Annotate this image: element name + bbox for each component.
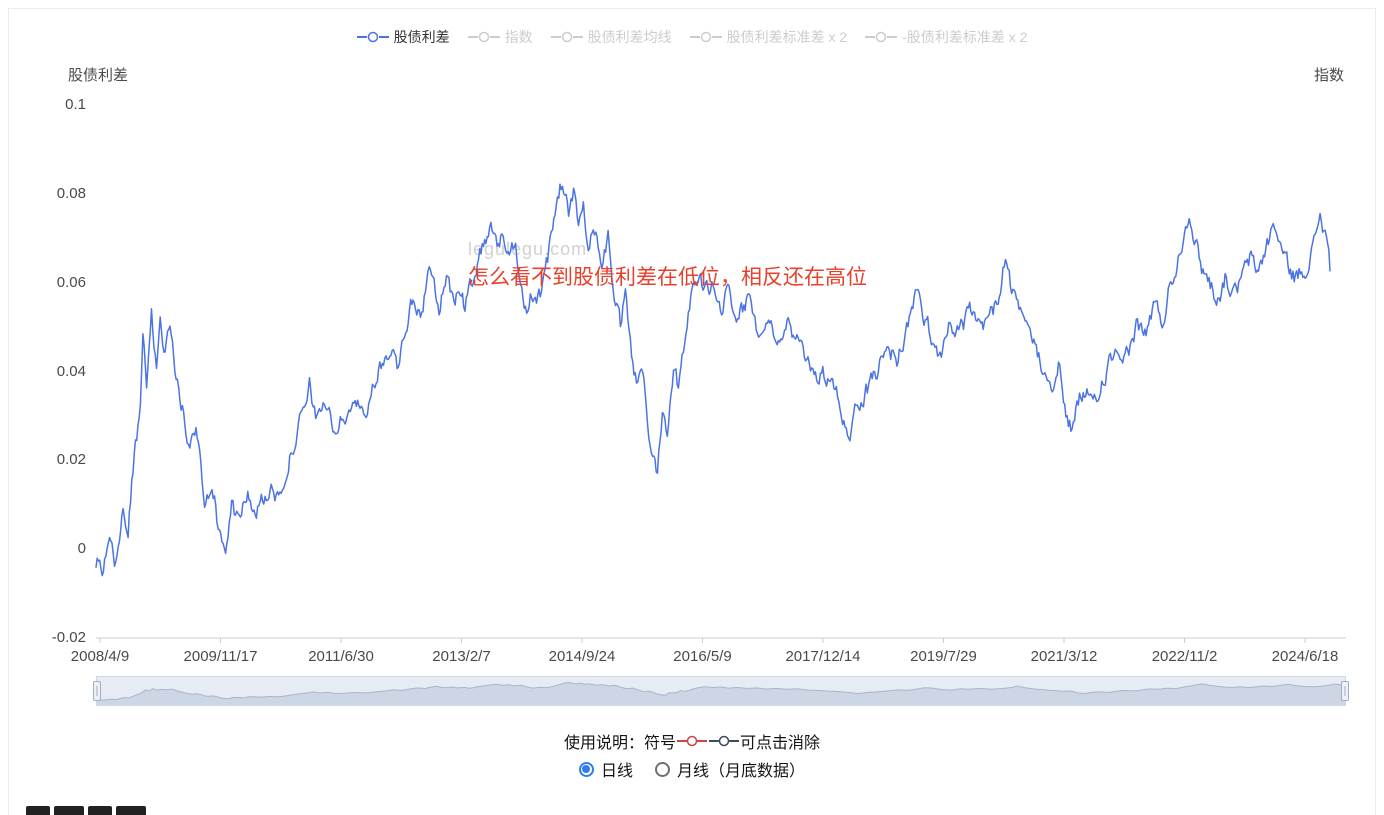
radio-option-0[interactable]: 日线 — [579, 757, 633, 781]
cutoff-fragment — [54, 806, 84, 815]
datazoom-slider[interactable] — [96, 676, 1346, 706]
usage-prefix: 使用说明：符号 — [564, 729, 676, 753]
slider-left-handle[interactable] — [93, 681, 101, 701]
datazoom-minimap — [97, 677, 1345, 705]
stock-bond-spread-chart-page: 股债利差 指数 股债利差均线 股债利差标准差 x 2 -股债利差标准差 x 2 … — [0, 0, 1384, 815]
cutoff-content-fragments — [26, 806, 146, 815]
radio-option-1[interactable]: 月线（月底数据） — [655, 757, 805, 781]
radio-icon[interactable] — [579, 762, 594, 777]
line-circle-marker-icon — [677, 734, 707, 748]
frequency-radio-group: 日线 月线（月底数据） — [0, 757, 1384, 781]
radio-icon[interactable] — [655, 762, 670, 777]
annotation-text: 怎么看不到股债利差在低位，相反还在高位 — [468, 261, 867, 291]
red-line-marker-icon — [677, 734, 707, 748]
slider-right-handle[interactable] — [1341, 681, 1349, 701]
cutoff-fragment — [88, 806, 112, 815]
cutoff-fragment — [116, 806, 146, 815]
radio-label: 月线（月底数据） — [677, 757, 805, 781]
cutoff-fragment — [26, 806, 50, 815]
dark-line-marker-icon — [709, 734, 739, 748]
usage-note: 使用说明：符号 可点击消除 — [0, 729, 1384, 753]
radio-label: 日线 — [601, 757, 633, 781]
line-circle-marker-icon — [709, 734, 739, 748]
usage-suffix: 可点击消除 — [740, 729, 820, 753]
